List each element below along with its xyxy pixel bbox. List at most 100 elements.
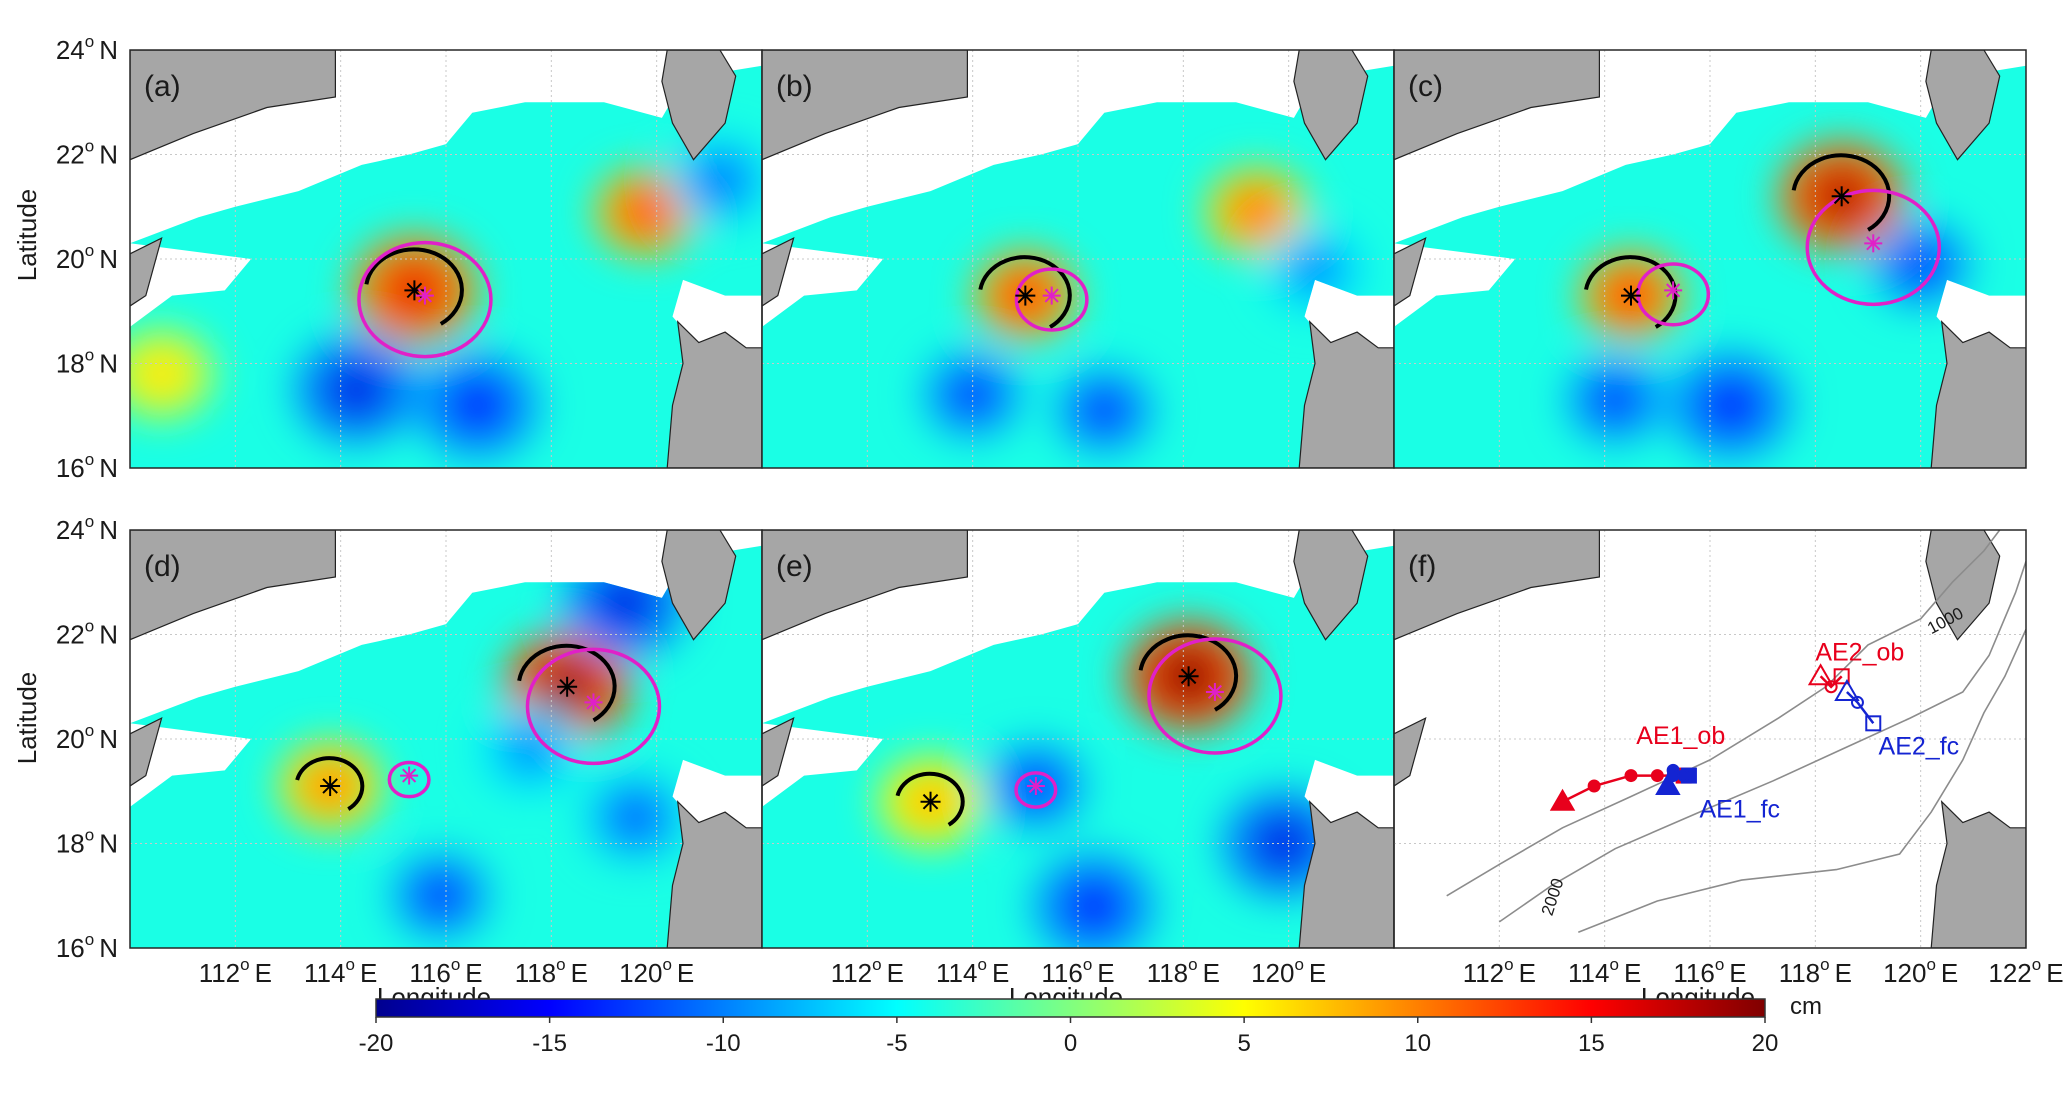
forecast-eddy-contour (387, 760, 431, 799)
forecast-center-marker (1205, 682, 1224, 701)
forecast-eddy-contour (357, 240, 493, 359)
track-point-marker (1624, 769, 1638, 783)
lon-tick-label: 112o E (831, 955, 904, 988)
land-mass (661, 50, 737, 161)
lat-tick-label: 20o N (56, 241, 118, 274)
panel-label: (b) (776, 70, 813, 103)
eddy-track (1807, 663, 1850, 694)
sla-blob-core (1894, 240, 1948, 289)
sla-blob-core (693, 156, 747, 205)
land-mass (661, 530, 737, 641)
observed-center-marker (1621, 285, 1641, 306)
track-point-marker (1677, 769, 1691, 783)
land-mass (666, 800, 762, 948)
land-mass (130, 530, 336, 641)
lon-tick-label: 116o E (409, 955, 482, 988)
track-end-marker (1549, 788, 1576, 811)
lat-tick-label: 18o N (56, 346, 118, 379)
sla-blob-core (619, 187, 673, 237)
isobath-line (1498, 561, 2026, 923)
forecast-center-marker (584, 693, 603, 712)
sla-blob-core (592, 573, 658, 633)
colorbar-tick-label: 10 (1404, 1030, 1431, 1057)
panel-label: (c) (1408, 70, 1443, 103)
forecast-center-marker (1026, 777, 1045, 796)
land-mass (130, 716, 163, 787)
map-panel: (c) (1393, 49, 2027, 469)
track-point-marker (1587, 779, 1601, 793)
sla-blob-core (609, 793, 662, 842)
ae1-ob-label: AE1_ob (1636, 722, 1725, 750)
sla-blob-core (1588, 375, 1642, 425)
lon-tick-label: 120o E (1251, 955, 1326, 988)
panel-frame (1393, 49, 2027, 469)
isobath-line (1446, 530, 2001, 897)
land-mass (1394, 530, 1601, 641)
lon-tick-label: 122o E (1988, 955, 2063, 988)
track-line (1819, 675, 1843, 689)
colorbar-tick-label: 0 (1064, 1030, 1077, 1057)
colorbar-tick-label: 15 (1578, 1030, 1605, 1057)
observed-center-marker (557, 676, 578, 697)
track-end-marker (1807, 663, 1834, 686)
track-point-marker (1650, 769, 1664, 783)
lat-tick-label: 20o N (56, 721, 118, 754)
observed-center-marker (320, 776, 341, 797)
land-mass (1293, 50, 1369, 161)
lon-tick-label: 120o E (619, 955, 694, 988)
land-mass (762, 50, 969, 161)
sla-blob-core (1698, 375, 1764, 435)
land-mass (1925, 530, 2001, 641)
panel-label: (a) (144, 70, 181, 103)
lon-tick-label: 112o E (199, 955, 272, 988)
observed-center-marker (1015, 285, 1036, 306)
forecast-eddy-contour (1805, 188, 1942, 307)
observed-center-marker (1831, 186, 1852, 207)
sla-blob-core (946, 370, 1000, 420)
axis-ticks-layer: 16o N 18o N 20o N 22o N 24o N 16o N 18o N 20o N 22o N 24o N… (56, 32, 2064, 988)
forecast-eddy-contour (1014, 771, 1058, 809)
land-mass (1930, 320, 2026, 468)
forecast-center-marker (415, 286, 434, 305)
lon-tick-label: 116o E (1673, 955, 1746, 988)
map-panel: (d) (129, 529, 763, 949)
lon-tick-label: 118o E (515, 955, 588, 988)
panel-label: (f) (1408, 550, 1436, 583)
observed-center-marker (404, 280, 425, 301)
lon-tick-label: 114o E (936, 955, 1009, 988)
panel-label: (e) (776, 550, 813, 583)
observed-eddy-contour (1138, 633, 1239, 712)
observed-eddy-contour (364, 247, 464, 326)
sla-blob-core (1061, 876, 1127, 936)
sla-blob-core (414, 871, 468, 920)
forecast-center-marker (1664, 281, 1683, 300)
lon-tick-label: 120o E (1883, 955, 1958, 988)
colorbar-tick-label: -15 (532, 1030, 567, 1057)
forecast-eddy-contour (525, 647, 662, 766)
colorbar-gradient (375, 998, 1766, 1018)
map-panel: (a) (129, 49, 763, 469)
sla-blob-core (503, 725, 557, 774)
colorbar-tick-label: 20 (1752, 1030, 1779, 1057)
land-mass (762, 530, 969, 641)
panel-label: (d) (144, 550, 181, 583)
track-end-marker (1834, 678, 1860, 701)
lon-tick-label: 118o E (1147, 955, 1220, 988)
lat-tick-label: 16o N (56, 930, 118, 963)
observed-center-marker (1178, 666, 1199, 687)
sla-blob-core (135, 349, 189, 399)
sla-blob-core (1230, 187, 1284, 237)
observed-center-marker (920, 791, 941, 812)
lon-tick-label: 118o E (1779, 955, 1852, 988)
land-mass (1298, 320, 1394, 468)
land-mass (130, 236, 163, 307)
forecast-eddy-contour (1014, 267, 1089, 332)
sla-blob-core (1288, 245, 1342, 294)
sla-blob-core (1077, 386, 1131, 435)
track-point-marker (1824, 680, 1838, 694)
land-mass (1293, 530, 1369, 641)
track-point-marker (1850, 695, 1864, 709)
observed-eddy-contour (895, 771, 965, 827)
map-panel: (b) (761, 49, 1395, 469)
